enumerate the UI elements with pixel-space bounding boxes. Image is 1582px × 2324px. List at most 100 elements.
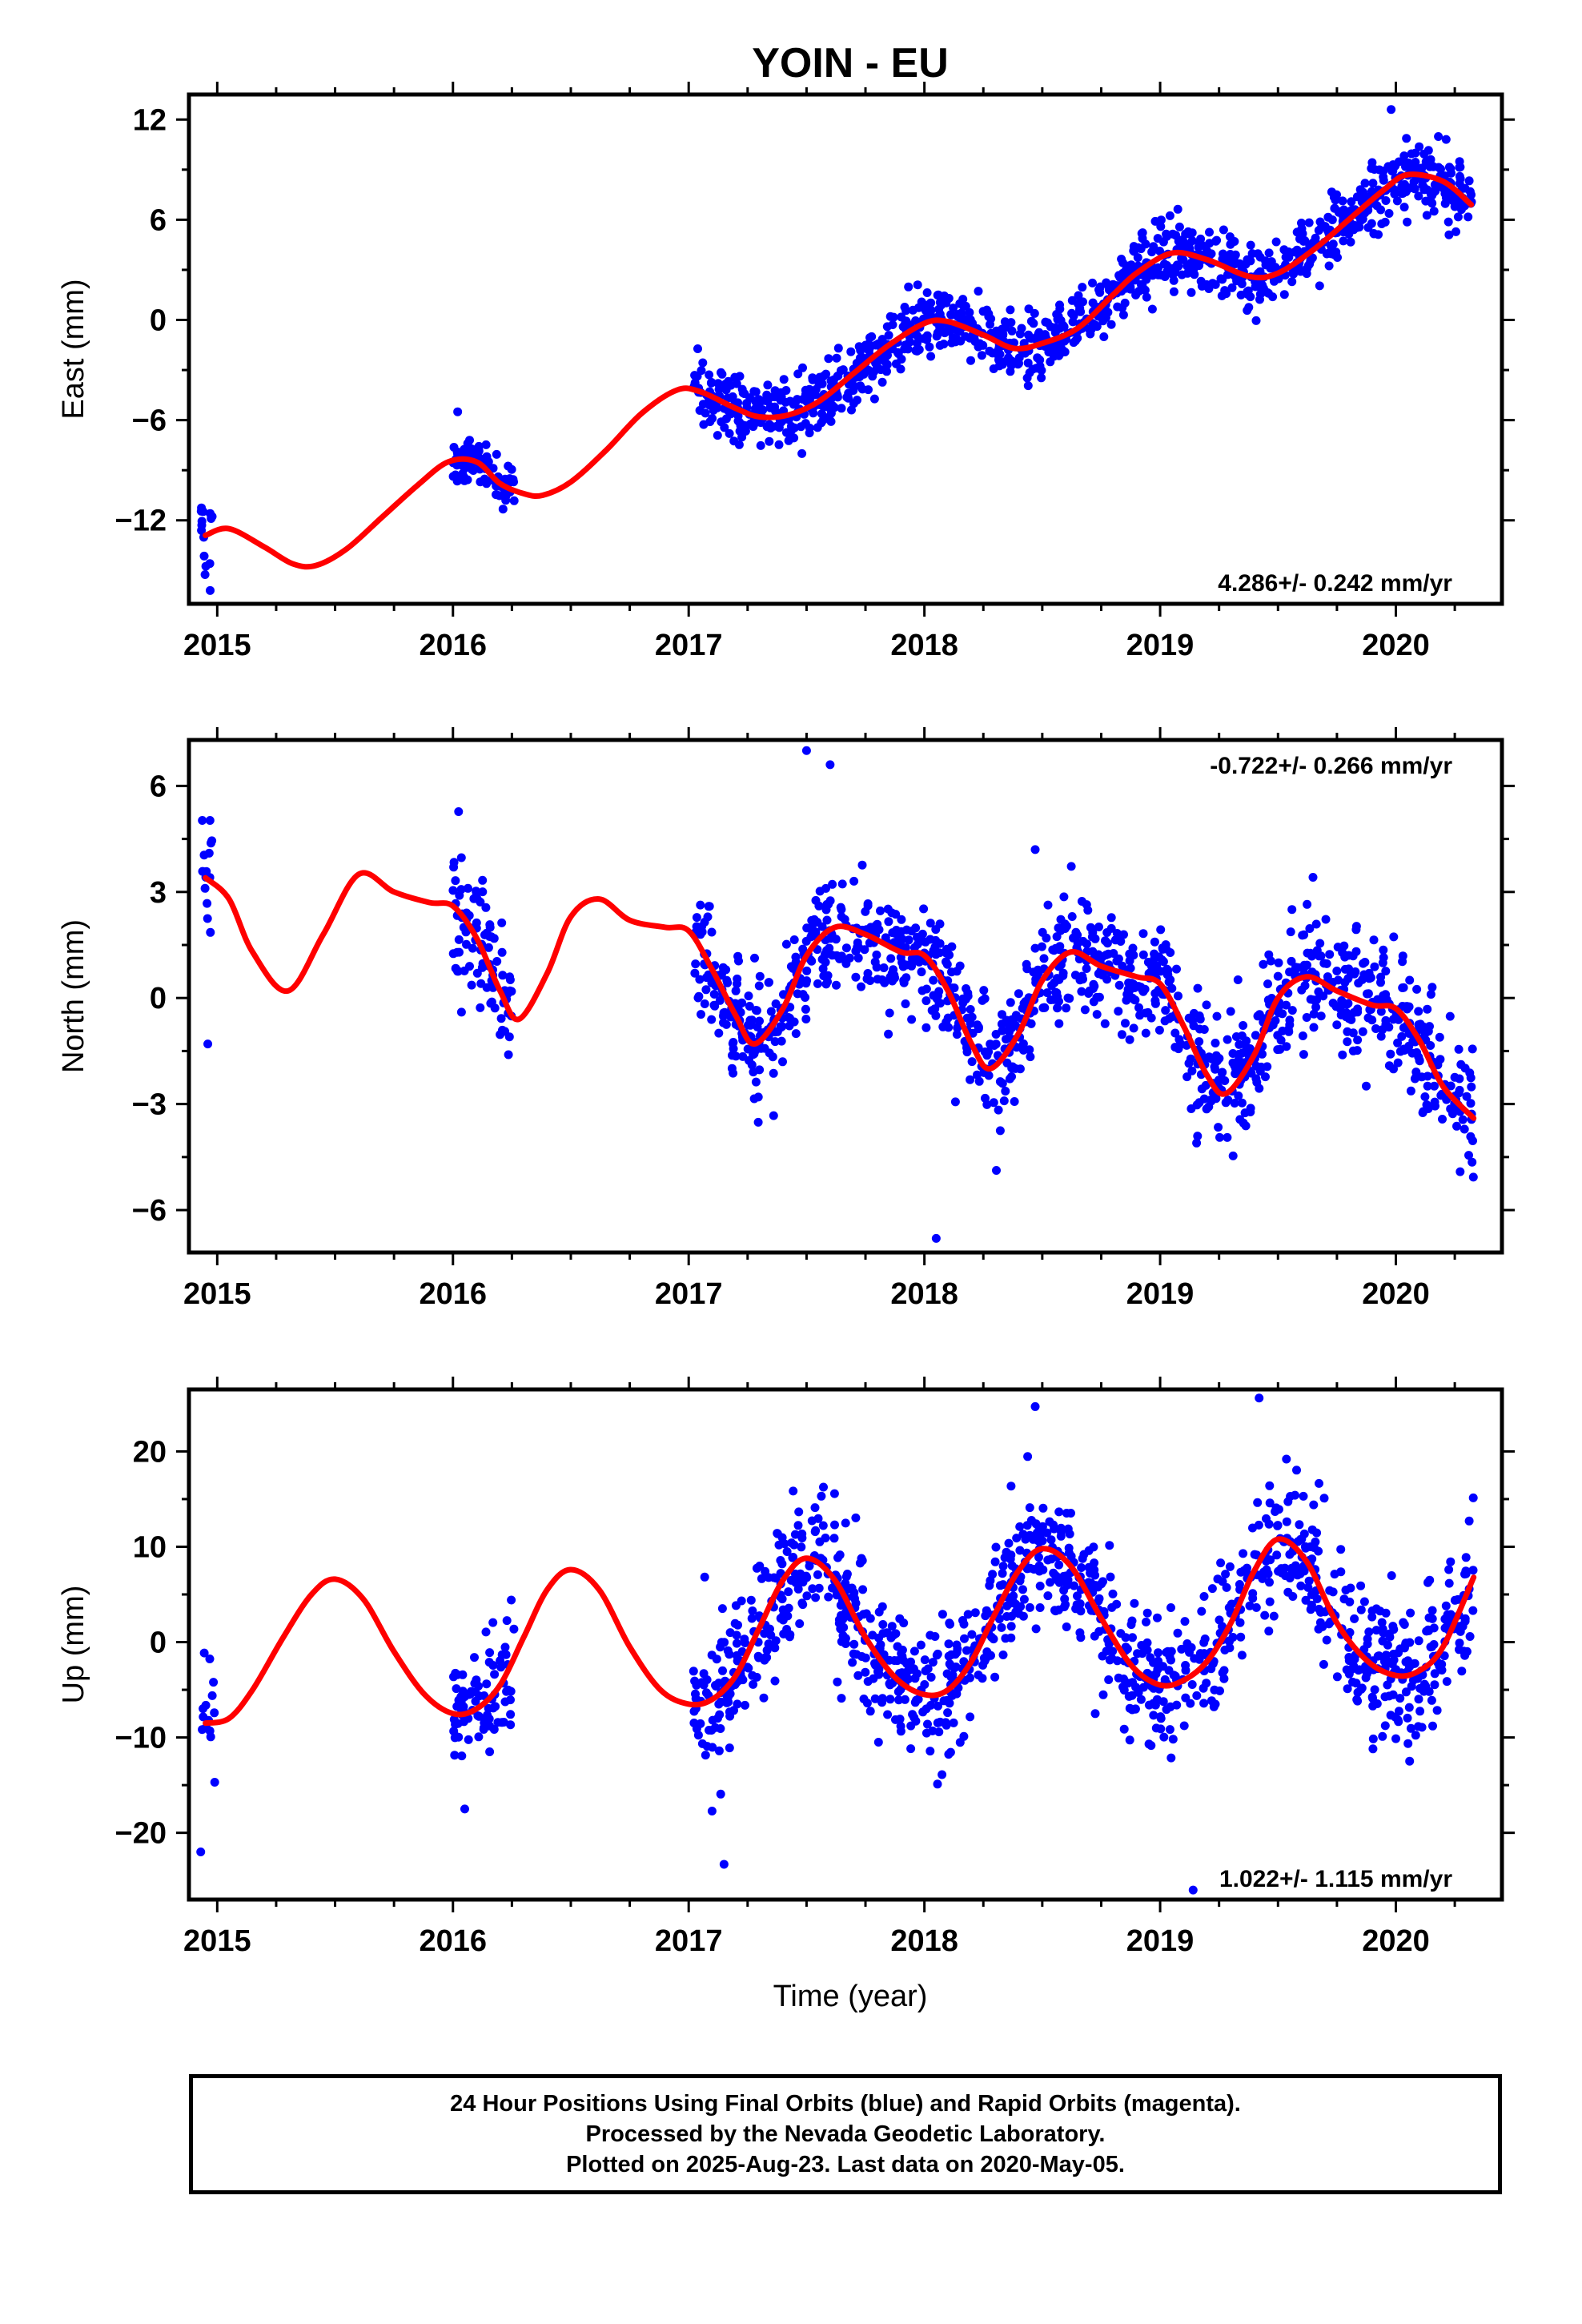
- data-point: [1391, 1734, 1400, 1743]
- data-point: [1117, 1030, 1126, 1039]
- x-tick-label: 2020: [1362, 629, 1430, 662]
- data-point: [1073, 939, 1082, 948]
- data-point: [1207, 1584, 1217, 1594]
- data-point: [749, 1679, 758, 1689]
- data-point: [1361, 1673, 1371, 1683]
- data-point: [998, 1569, 1007, 1578]
- data-point: [1251, 1074, 1261, 1084]
- data-point: [1218, 275, 1227, 284]
- data-point: [891, 1629, 901, 1638]
- data-point: [980, 1656, 990, 1666]
- data-point: [851, 972, 861, 982]
- data-point: [1255, 289, 1265, 299]
- data-point: [831, 935, 841, 944]
- data-point: [1307, 1554, 1317, 1564]
- data-point: [703, 912, 713, 922]
- data-point: [1265, 1578, 1274, 1587]
- data-point: [1186, 1054, 1195, 1063]
- data-point: [1122, 1644, 1132, 1654]
- data-point: [504, 1685, 513, 1695]
- data-point: [1092, 1010, 1102, 1019]
- data-point: [1002, 1035, 1010, 1044]
- data-point: [1077, 1563, 1086, 1572]
- data-point: [1131, 1683, 1141, 1692]
- data-point: [1059, 892, 1069, 902]
- data-point: [1199, 1649, 1209, 1659]
- data-point: [757, 396, 766, 406]
- data-point: [887, 1622, 897, 1631]
- data-point: [1296, 267, 1305, 276]
- data-point: [769, 1068, 778, 1078]
- data-point: [842, 392, 852, 402]
- data-point: [1285, 1574, 1295, 1582]
- data-point: [1307, 1600, 1316, 1610]
- data-point: [824, 354, 833, 364]
- data-point: [1085, 986, 1094, 995]
- data-point: [449, 858, 459, 867]
- data-point: [1319, 1494, 1329, 1503]
- data-point: [1285, 1550, 1295, 1559]
- data-point: [1391, 1712, 1400, 1722]
- data-point: [1006, 305, 1015, 315]
- data-point: [933, 1718, 942, 1727]
- data-point: [1284, 1027, 1294, 1036]
- data-point: [691, 1689, 700, 1699]
- data-point: [1173, 204, 1182, 214]
- data-point: [1207, 1054, 1217, 1063]
- data-point: [696, 900, 705, 910]
- data-point: [1069, 312, 1078, 320]
- data-point: [1188, 1885, 1198, 1895]
- data-point: [1253, 1498, 1263, 1507]
- y-tick-label: 20: [133, 1435, 167, 1469]
- data-point: [1158, 1697, 1168, 1707]
- data-point: [1245, 1601, 1255, 1610]
- data-point: [451, 963, 460, 973]
- data-point: [1409, 177, 1419, 187]
- data-point: [705, 417, 715, 427]
- data-point: [853, 953, 863, 963]
- data-point: [833, 1677, 842, 1687]
- data-point: [926, 352, 936, 361]
- data-point: [1282, 1517, 1291, 1526]
- data-point: [946, 310, 956, 320]
- data-point: [1255, 1084, 1264, 1093]
- data-point: [966, 356, 975, 365]
- data-point: [1128, 1633, 1137, 1642]
- data-point: [828, 951, 837, 960]
- data-point: [1054, 923, 1063, 933]
- data-point: [1078, 283, 1087, 292]
- data-point: [733, 979, 741, 988]
- data-point: [197, 517, 207, 526]
- data-point: [1114, 930, 1123, 939]
- data-point: [1381, 1651, 1391, 1660]
- data-point: [1389, 1655, 1399, 1665]
- data-point: [1468, 1606, 1478, 1615]
- data-point: [905, 337, 914, 347]
- data-point: [1289, 269, 1299, 279]
- data-point: [1082, 964, 1091, 973]
- data-point: [1217, 1068, 1227, 1078]
- data-point: [1169, 275, 1178, 285]
- data-point: [725, 1628, 735, 1638]
- data-point: [935, 298, 945, 308]
- data-point: [1208, 1659, 1218, 1668]
- data-point: [1425, 1575, 1435, 1585]
- data-point: [1399, 1620, 1409, 1629]
- data-point: [468, 943, 477, 953]
- data-point: [1441, 135, 1451, 144]
- data-point: [495, 491, 504, 501]
- data-point: [1366, 973, 1375, 983]
- data-point: [808, 373, 817, 383]
- data-point: [1453, 212, 1463, 222]
- data-point: [1174, 991, 1182, 1001]
- data-point: [1268, 292, 1278, 302]
- data-point: [946, 1619, 954, 1629]
- data-point: [472, 968, 482, 978]
- data-point: [701, 408, 710, 418]
- data-point: [894, 1695, 904, 1705]
- data-point: [863, 969, 873, 978]
- data-point: [986, 1039, 995, 1049]
- data-point: [1336, 1545, 1346, 1554]
- data-point: [1410, 1659, 1419, 1668]
